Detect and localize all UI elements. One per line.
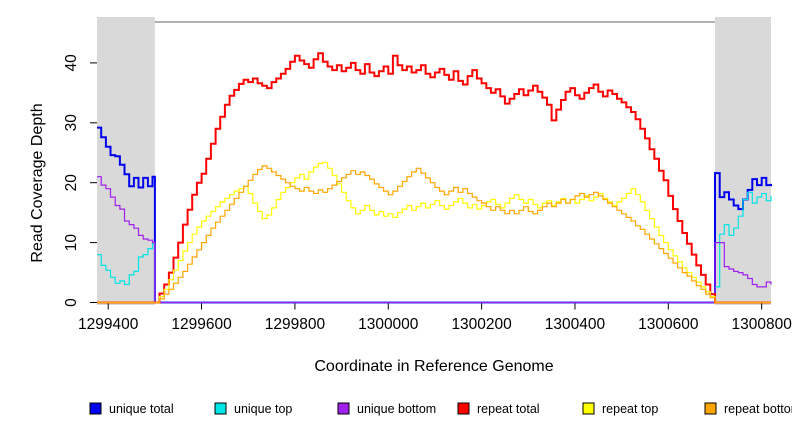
legend-label-unique-total: unique total bbox=[109, 402, 174, 416]
y-axis-title: Read Coverage Depth bbox=[29, 103, 46, 262]
legend-item-unique-total: unique total bbox=[89, 402, 174, 416]
plot-box bbox=[97, 21, 771, 303]
legend-label-repeat-total: repeat total bbox=[477, 402, 540, 416]
series-lines bbox=[97, 52, 772, 304]
x-tick-label: 1300600 bbox=[638, 316, 699, 333]
y-tick-label: 10 bbox=[63, 234, 80, 252]
legend-item-unique-top: unique top bbox=[214, 402, 292, 416]
series-line-repeat-bottom bbox=[97, 165, 771, 304]
y-tick-label: 0 bbox=[63, 298, 80, 307]
series-line-repeat-top bbox=[97, 161, 771, 304]
x-tick-label: 1300000 bbox=[358, 316, 419, 333]
legend-label-repeat-top: repeat top bbox=[602, 402, 658, 416]
legend-swatch-unique-total bbox=[89, 402, 102, 415]
x-tick-label: 1299600 bbox=[171, 316, 232, 333]
axes: 1299400 1299600 1299800 1300000 1300200 13004… bbox=[63, 54, 792, 333]
legend-swatch-unique-top bbox=[214, 402, 227, 415]
left-flank-region bbox=[97, 17, 155, 305]
legend-swatch-repeat-total bbox=[457, 402, 470, 415]
x-tick-label: 1300400 bbox=[545, 316, 606, 333]
legend-swatch-unique-bottom bbox=[337, 402, 350, 415]
y-tick-label: 40 bbox=[63, 54, 80, 72]
series-line-unique-total bbox=[97, 126, 772, 304]
x-tick-label: 1299800 bbox=[265, 316, 326, 333]
legend-item-repeat-top: repeat top bbox=[582, 402, 658, 416]
legend-item-unique-bottom: unique bottom bbox=[337, 402, 436, 416]
series-line-unique-top bbox=[97, 191, 772, 304]
series-line-repeat-total bbox=[97, 52, 771, 304]
legend-swatch-repeat-top bbox=[582, 402, 595, 415]
legend: unique total unique top unique bottom repea… bbox=[89, 402, 792, 416]
x-axis-title: Coordinate in Reference Genome bbox=[314, 358, 553, 375]
legend-label-repeat-bottom: repeat bottom bbox=[724, 402, 792, 416]
shaded-regions bbox=[97, 17, 771, 305]
x-tick-label: 1300800 bbox=[731, 316, 792, 333]
legend-item-repeat-bottom: repeat bottom bbox=[704, 402, 792, 416]
legend-item-repeat-total: repeat total bbox=[457, 402, 540, 416]
y-tick-label: 30 bbox=[63, 114, 80, 132]
series-line-unique-bottom bbox=[97, 176, 772, 304]
legend-label-unique-top: unique top bbox=[234, 402, 292, 416]
legend-swatch-repeat-bottom bbox=[704, 402, 717, 415]
legend-label-unique-bottom: unique bottom bbox=[357, 402, 436, 416]
x-tick-label: 1300200 bbox=[451, 316, 512, 333]
y-tick-label: 20 bbox=[63, 174, 80, 192]
right-flank-region bbox=[714, 17, 771, 305]
x-tick-label: 1299400 bbox=[78, 316, 139, 333]
